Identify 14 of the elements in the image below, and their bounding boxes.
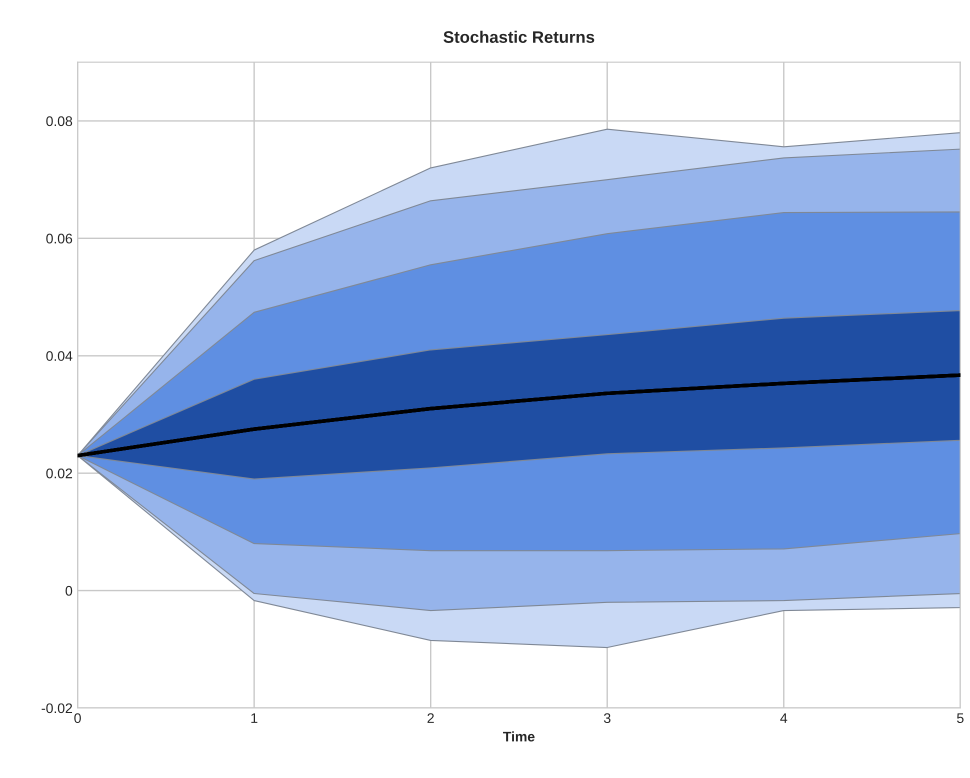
x-tick-label: 2 — [428, 713, 434, 723]
y-tick-label: -0.02 — [42, 703, 72, 714]
x-tick-label: 4 — [780, 713, 788, 723]
x-tick-label: 0 — [74, 713, 81, 724]
y-tick-label: 0 — [66, 586, 72, 596]
x-tick-label: 5 — [956, 713, 964, 724]
y-tick-label: 0.04 — [46, 351, 72, 361]
x-axis-title: Time — [503, 731, 535, 742]
y-tick-label: 0.08 — [46, 116, 72, 126]
y-tick-label: 0.02 — [46, 468, 72, 478]
x-tick-label: 1 — [251, 713, 258, 723]
x-tick-label: 3 — [604, 713, 610, 724]
chart-title: Stochastic Returns — [443, 30, 594, 43]
y-tick-label: 0.06 — [46, 234, 72, 244]
